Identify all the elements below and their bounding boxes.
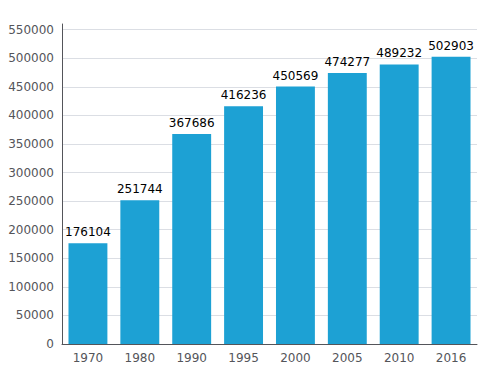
svg-text:416236: 416236	[221, 88, 267, 102]
svg-text:1970: 1970	[73, 351, 104, 365]
svg-text:2000: 2000	[280, 351, 311, 365]
svg-text:367686: 367686	[169, 116, 215, 130]
svg-text:100000: 100000	[8, 280, 54, 294]
svg-text:1990: 1990	[176, 351, 207, 365]
svg-text:450000: 450000	[8, 80, 54, 94]
svg-text:2010: 2010	[384, 351, 415, 365]
svg-text:550000: 550000	[8, 23, 54, 37]
svg-text:0: 0	[46, 337, 54, 351]
svg-text:300000: 300000	[8, 166, 54, 180]
svg-text:2005: 2005	[332, 351, 363, 365]
svg-text:1995: 1995	[228, 351, 259, 365]
svg-text:200000: 200000	[8, 223, 54, 237]
svg-text:1980: 1980	[125, 351, 156, 365]
svg-text:176104: 176104	[65, 225, 111, 239]
svg-text:50000: 50000	[16, 308, 54, 322]
svg-text:450569: 450569	[273, 69, 319, 83]
svg-text:251744: 251744	[117, 182, 163, 196]
svg-text:400000: 400000	[8, 108, 54, 122]
svg-text:2016: 2016	[436, 351, 467, 365]
svg-text:250000: 250000	[8, 194, 54, 208]
svg-text:150000: 150000	[8, 251, 54, 265]
svg-text:350000: 350000	[8, 137, 54, 151]
svg-text:502903: 502903	[428, 39, 474, 53]
svg-text:474277: 474277	[324, 55, 370, 69]
svg-text:489232: 489232	[376, 46, 422, 60]
svg-text:500000: 500000	[8, 51, 54, 65]
